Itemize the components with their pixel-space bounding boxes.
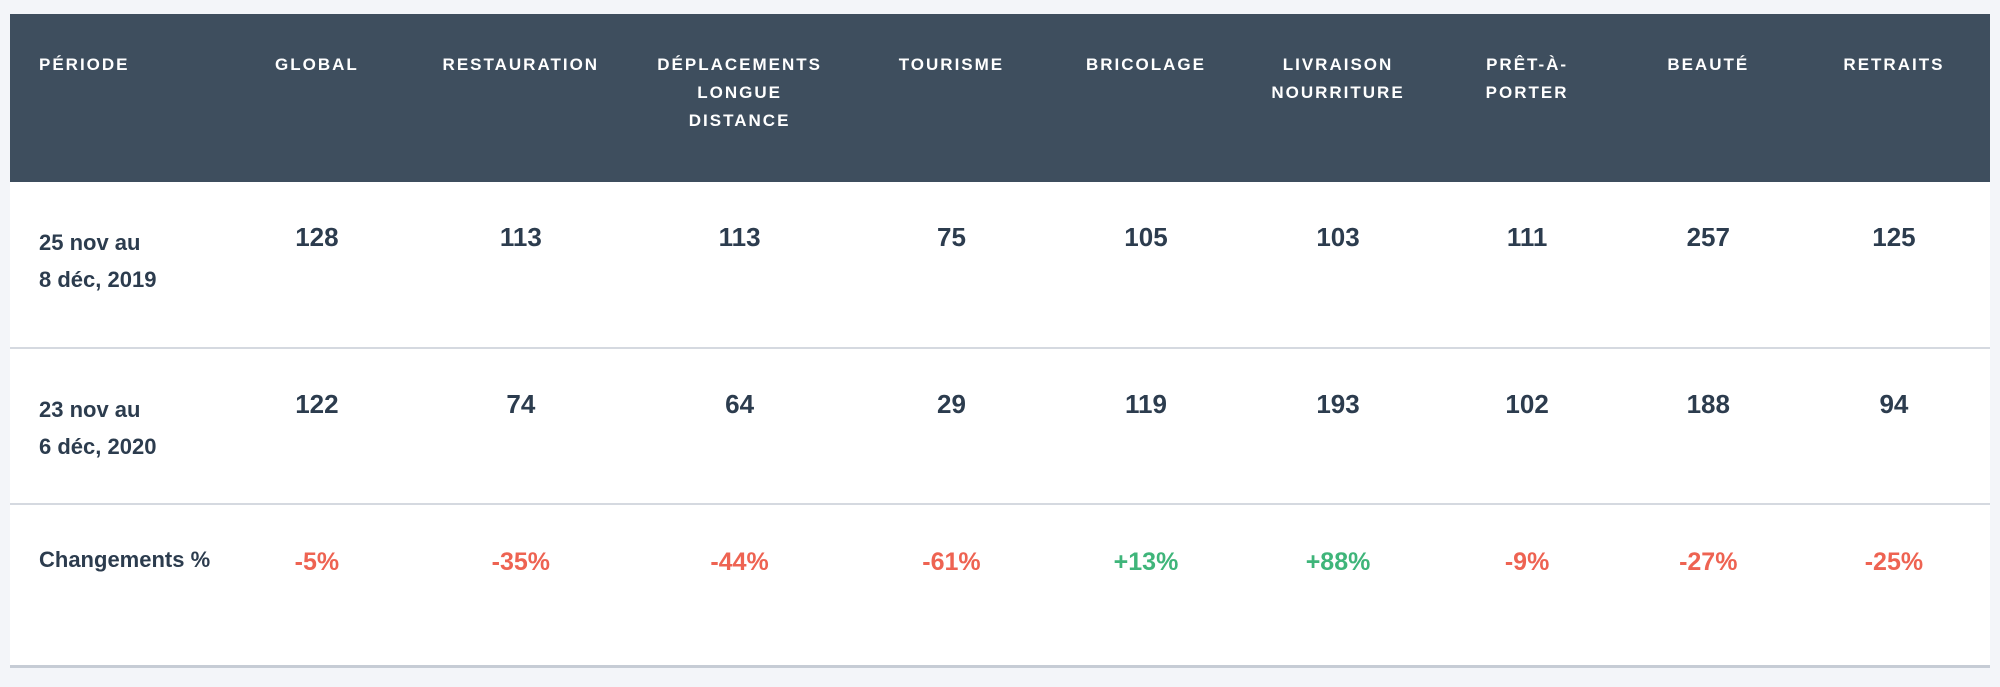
period-line: 25 nov au	[39, 230, 141, 255]
value-2019-restauration: 113	[413, 182, 628, 349]
value-2020-deplacements: 64	[627, 348, 852, 505]
value-2019-pret-a-porter: 111	[1435, 182, 1619, 349]
table-row-2020: 23 nov au 6 déc, 2020 122 74 64 29 119 1…	[10, 348, 1990, 505]
header-line: PÉRIODE	[39, 55, 130, 74]
header-line: TOURISME	[898, 55, 1005, 74]
period-cell-2019: 25 nov au 8 déc, 2019	[10, 182, 220, 349]
change-deplacements: -44%	[627, 504, 852, 668]
change-livraison: +88%	[1240, 504, 1436, 668]
value-2019-tourisme: 75	[851, 182, 1052, 349]
header-line: NOURRITURE	[1271, 83, 1405, 102]
table-header: PÉRIODE GLOBAL RESTAURATION DÉPLACEMENTS…	[10, 14, 1990, 182]
header-line: LONGUE	[697, 83, 782, 102]
table-row-changes: Changements % -5% -35% -44% -61% +13% +8…	[10, 504, 1990, 668]
value-2019-livraison: 103	[1240, 182, 1436, 349]
column-header-restauration: RESTAURATION	[413, 14, 628, 182]
value-2019-retraits: 125	[1797, 182, 1990, 349]
period-line: 23 nov au	[39, 397, 141, 422]
value-2020-beaute: 188	[1618, 348, 1798, 505]
header-line: DISTANCE	[688, 111, 791, 130]
change-restauration: -35%	[413, 504, 628, 668]
value-2019-beaute: 257	[1618, 182, 1798, 349]
change-global: -5%	[219, 504, 414, 668]
change-bricolage: +13%	[1051, 504, 1241, 668]
value-2019-global: 128	[219, 182, 414, 349]
header-line: GLOBAL	[275, 55, 359, 74]
changes-label: Changements %	[10, 504, 220, 668]
value-2019-deplacements: 113	[627, 182, 852, 349]
header-line: PORTER	[1485, 83, 1569, 102]
header-line: PRÊT-À-	[1486, 55, 1569, 74]
column-header-livraison-nourriture: LIVRAISON NOURRITURE	[1240, 14, 1436, 182]
value-2020-bricolage: 119	[1051, 348, 1241, 505]
column-header-retraits: RETRAITS	[1797, 14, 1990, 182]
value-2020-tourisme: 29	[851, 348, 1052, 505]
column-header-deplacements-longue-distance: DÉPLACEMENTS LONGUE DISTANCE	[627, 14, 852, 182]
column-header-tourisme: TOURISME	[851, 14, 1052, 182]
table-row-2019: 25 nov au 8 déc, 2019 128 113 113 75 105…	[10, 182, 1990, 349]
header-line: LIVRAISON	[1282, 55, 1394, 74]
comparison-table-container: PÉRIODE GLOBAL RESTAURATION DÉPLACEMENTS…	[10, 14, 1990, 668]
change-beaute: -27%	[1618, 504, 1798, 668]
table-body: 25 nov au 8 déc, 2019 128 113 113 75 105…	[10, 182, 1990, 668]
header-line: BEAUTÉ	[1667, 55, 1750, 74]
period-cell-2020: 23 nov au 6 déc, 2020	[10, 348, 220, 505]
header-line: DÉPLACEMENTS	[657, 55, 822, 74]
column-header-pret-a-porter: PRÊT-À- PORTER	[1435, 14, 1619, 182]
value-2019-bricolage: 105	[1051, 182, 1241, 349]
header-line: RESTAURATION	[442, 55, 600, 74]
column-header-beaute: BEAUTÉ	[1618, 14, 1798, 182]
period-line: 8 déc, 2019	[39, 267, 157, 292]
value-2020-livraison: 193	[1240, 348, 1436, 505]
change-tourisme: -61%	[851, 504, 1052, 668]
change-pret-a-porter: -9%	[1435, 504, 1619, 668]
column-header-global: GLOBAL	[219, 14, 414, 182]
header-line: BRICOLAGE	[1085, 55, 1206, 74]
period-line: 6 déc, 2020	[39, 434, 157, 459]
value-2020-retraits: 94	[1797, 348, 1990, 505]
spending-comparison-table: PÉRIODE GLOBAL RESTAURATION DÉPLACEMENTS…	[10, 14, 1990, 668]
value-2020-pret-a-porter: 102	[1435, 348, 1619, 505]
value-2020-restauration: 74	[413, 348, 628, 505]
change-retraits: -25%	[1797, 504, 1990, 668]
column-header-periode: PÉRIODE	[10, 14, 220, 182]
column-header-bricolage: BRICOLAGE	[1051, 14, 1241, 182]
value-2020-global: 122	[219, 348, 414, 505]
header-row: PÉRIODE GLOBAL RESTAURATION DÉPLACEMENTS…	[10, 14, 1990, 182]
header-line: RETRAITS	[1843, 55, 1945, 74]
